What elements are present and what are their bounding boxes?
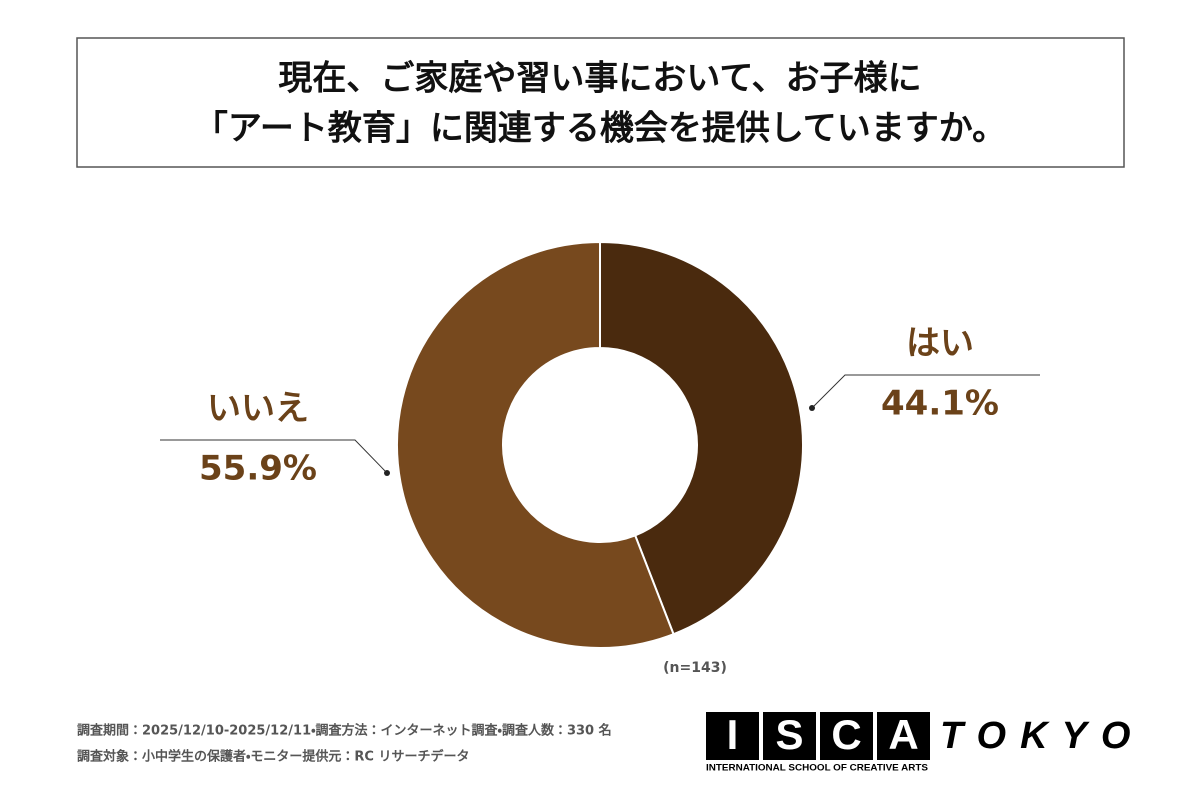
logo-box [763,712,816,760]
footer-text: 調査期間：2025/12/10-2025/12/11・調査方法：インターネット調… [77,723,612,739]
sample-note: (n=143) [663,660,727,676]
leader-dot [384,470,390,476]
logo-letter: S [775,711,803,758]
leader-line [811,374,1040,409]
logo-letter: C [831,711,861,758]
chart-title: 「アート教育」に関連する機会を提供していますか。 [194,109,1006,149]
value-label: 44.1% [881,384,999,424]
logo-letter: I [727,711,739,758]
logo-box [877,712,930,760]
donut-slice [396,240,675,649]
leader-dot [809,405,815,411]
logo-letter: A [888,711,918,758]
title-box [76,37,1125,168]
footer-text: 調査対象：小中学生の保護者・モニター提供元：RC リサーチデータ [77,749,470,765]
value-label: 55.9% [199,449,317,489]
category-label: いいえ [207,389,309,429]
logo-box [820,712,873,760]
category-label: はい [906,324,974,364]
logo-tagline: INTERNATIONAL SCHOOL OF CREATIVE ARTS [706,763,928,774]
chart-title: 現在、ご家庭や習い事において、お子様に [278,59,921,99]
leader-line [160,439,388,474]
donut-slice [599,240,804,636]
logo-city: TOKYO [940,715,1144,757]
logo-box [706,712,759,760]
